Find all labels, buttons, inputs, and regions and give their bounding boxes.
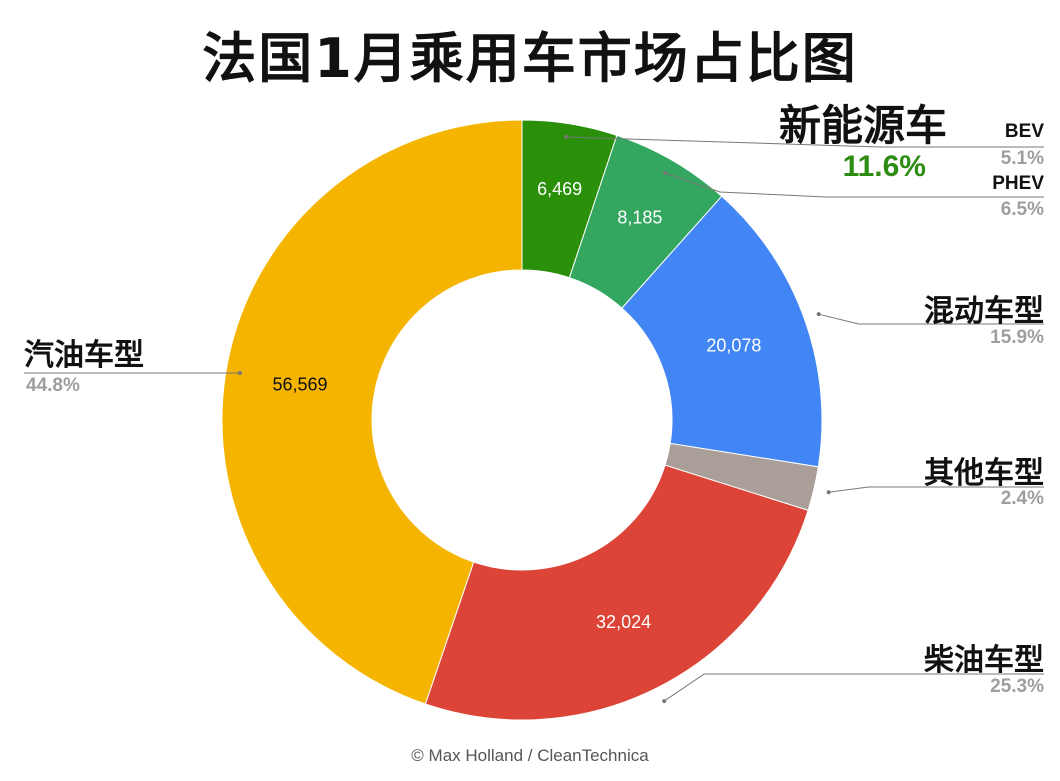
leader-dot-phev: [663, 171, 667, 175]
legend-label-petrol: 汽油车型: [24, 338, 144, 373]
value-label-petrol: 56,569: [272, 374, 327, 394]
legend-percent-petrol: 44.8%: [26, 375, 80, 396]
value-label-diesel: 32,024: [596, 612, 651, 632]
chart-title: 法国1月乘用车市场占比图: [202, 27, 858, 90]
value-label-bev: 6,469: [537, 179, 582, 199]
leader-dot-hybrid: [816, 312, 821, 317]
leader-dot-other: [826, 490, 831, 495]
slice-petrol: [221, 119, 523, 705]
legend-label-phev: PHEV: [992, 173, 1044, 194]
legend-label-bev: BEV: [1004, 121, 1044, 142]
slice-hybrid: [621, 195, 823, 468]
leader-dot-diesel: [662, 699, 667, 704]
slice-diesel: [424, 464, 809, 721]
legend-label-hybrid: 混动车型: [924, 294, 1044, 329]
nev-group-title: 新能源车: [778, 101, 947, 150]
leader-dot-bev: [564, 135, 568, 139]
legend-percent-other: 2.4%: [1000, 488, 1044, 509]
leader-line-diesel: [663, 673, 1044, 702]
credit-text: © Max Holland / CleanTechnica: [411, 746, 649, 765]
leader-line-hybrid: [818, 313, 1044, 325]
legend-label-diesel: 柴油车型: [924, 643, 1044, 678]
legend-percent-phev: 6.5%: [1000, 199, 1044, 220]
leader-line-other: [828, 486, 1044, 493]
legend-label-other: 其他车型: [924, 456, 1044, 491]
nev-group-percent: 11.6%: [842, 150, 926, 183]
value-label-hybrid: 20,078: [706, 335, 761, 355]
legend-percent-diesel: 25.3%: [990, 676, 1044, 697]
value-label-phev: 8,185: [617, 208, 662, 228]
leader-dot-petrol: [238, 371, 242, 375]
legend-percent-bev: 5.1%: [1000, 148, 1044, 169]
legend-percent-hybrid: 15.9%: [990, 327, 1044, 348]
leader-line-bev: [565, 136, 1044, 148]
leader-line-phev: [664, 172, 1044, 198]
